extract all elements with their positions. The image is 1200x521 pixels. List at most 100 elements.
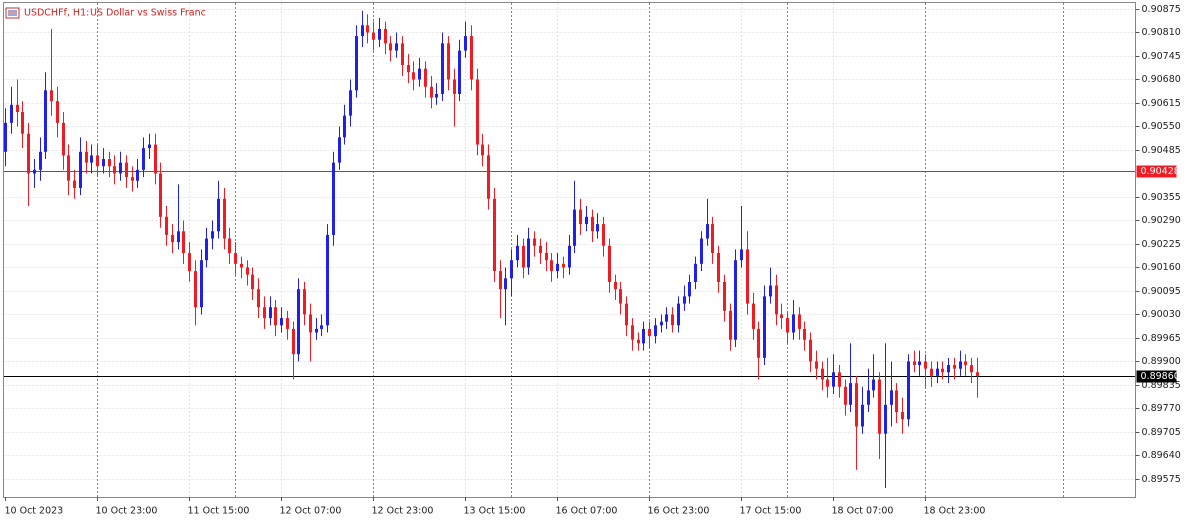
candle-body: [769, 285, 772, 297]
candle-body: [366, 25, 369, 33]
candle-body: [56, 101, 59, 123]
chart-subtitle: US Dollar vs Swiss Franc: [90, 8, 206, 19]
candle-body: [913, 361, 916, 366]
candle-body: [211, 231, 214, 239]
candle-body: [361, 25, 364, 37]
candle-body: [395, 43, 398, 51]
candle-body: [418, 68, 421, 80]
candle-body: [269, 307, 272, 319]
candle-body: [648, 328, 651, 337]
candle-body: [792, 314, 795, 333]
candle-body: [947, 365, 950, 373]
candle-body: [815, 361, 818, 369]
candle-body: [62, 122, 65, 156]
candle-body: [16, 104, 19, 113]
y-tick-label: 0.90615: [1142, 98, 1181, 109]
candle-body: [976, 372, 979, 376]
candle-body: [113, 166, 116, 174]
candle-body: [723, 281, 726, 311]
y-tick-label: 0.90160: [1142, 262, 1181, 273]
candle-body: [757, 328, 760, 358]
y-tick-label: 0.90485: [1142, 145, 1181, 156]
candle-body: [200, 260, 203, 308]
y-tick-label: 0.90290: [1142, 215, 1181, 226]
candle-body: [223, 198, 226, 239]
candle-body: [108, 159, 111, 167]
candle-body: [159, 173, 162, 217]
candle-body: [780, 314, 783, 319]
candle-body: [729, 310, 732, 340]
candle-body: [4, 122, 7, 152]
candle-body: [953, 365, 956, 369]
candle-body: [280, 318, 283, 326]
x-tick-label: 17 Oct 15:00: [740, 506, 802, 517]
plot-frame: [3, 2, 1136, 498]
candle-body: [665, 314, 668, 322]
candle-body: [401, 43, 404, 66]
candle-body: [637, 339, 640, 344]
candle-body: [694, 263, 697, 282]
candle-body: [257, 289, 260, 308]
candle-body: [10, 104, 13, 123]
x-tick-label: 12 Oct 07:00: [280, 506, 342, 517]
candle-body: [148, 144, 151, 149]
candle-body: [763, 296, 766, 358]
candle-body: [292, 328, 295, 355]
candle-body: [821, 368, 824, 380]
candle-body: [430, 86, 433, 98]
price-label-box: [1136, 370, 1177, 383]
candle-body: [504, 278, 507, 290]
candle-body: [194, 271, 197, 308]
y-tick-label: 0.89900: [1142, 356, 1181, 367]
candle-body: [263, 307, 266, 319]
candle-body: [872, 379, 875, 391]
candle-body: [855, 383, 858, 427]
price-label: 0.89860: [1141, 371, 1180, 382]
candle-body: [596, 224, 599, 232]
y-tick-label: 0.90810: [1142, 27, 1181, 38]
x-tick-label: 12 Oct 23:00: [372, 506, 434, 517]
candle-body: [50, 90, 53, 102]
candle-body: [441, 43, 444, 94]
candle-body: [102, 159, 105, 167]
candle-body: [453, 79, 456, 94]
chart-title: USDCHFf, H1:: [24, 8, 89, 19]
candle-body: [516, 245, 519, 261]
candle-body: [343, 115, 346, 138]
candle-body: [39, 151, 42, 170]
candle-body: [803, 328, 806, 340]
candle-body: [642, 328, 645, 344]
candle-body: [752, 303, 755, 329]
candle-body: [924, 361, 927, 369]
candle-body: [619, 289, 622, 304]
candle-body: [556, 263, 559, 272]
candle-body: [476, 79, 479, 145]
candle-body: [412, 72, 415, 80]
candle-body: [246, 267, 249, 275]
candle-body: [136, 169, 139, 181]
y-tick-label: 0.89640: [1142, 450, 1181, 461]
candle-body: [959, 361, 962, 369]
candle-body: [861, 404, 864, 427]
y-tick-label: 0.90745: [1142, 51, 1181, 62]
y-tick-label: 0.90225: [1142, 239, 1181, 250]
candle-body: [901, 412, 904, 420]
candle-body: [205, 238, 208, 261]
candle-body: [591, 216, 594, 232]
candle-body: [384, 28, 387, 44]
candle-body: [326, 234, 329, 326]
candle-body: [79, 151, 82, 188]
candle-body: [407, 65, 410, 73]
price-label: 0.90428: [1141, 166, 1180, 177]
candle-body: [533, 238, 536, 246]
candle-body: [286, 318, 289, 329]
candle-body: [798, 314, 801, 329]
candle-body: [332, 162, 335, 235]
candle-body: [493, 198, 496, 272]
candle-body: [44, 90, 47, 152]
candle-body: [188, 253, 191, 272]
x-tick-label: 11 Oct 15:00: [188, 506, 250, 517]
candle-body: [320, 325, 323, 329]
